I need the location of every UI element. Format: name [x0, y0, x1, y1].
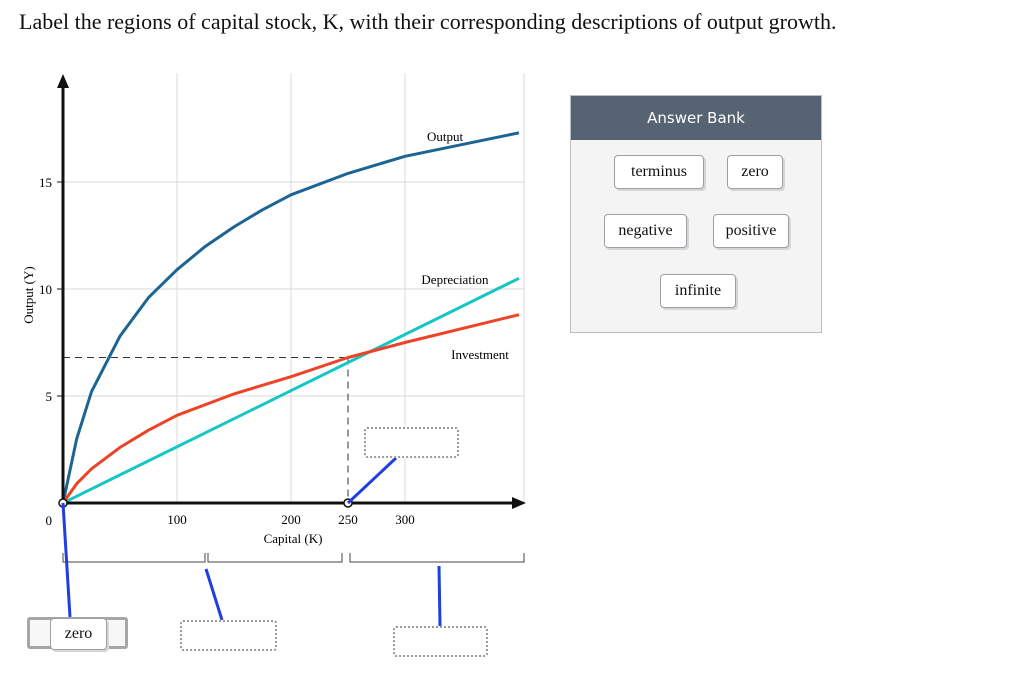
investment-curve: [63, 313, 520, 504]
curves: [63, 131, 520, 504]
steady-state-guides: [63, 356, 349, 503]
x-tick-label: 200: [281, 512, 301, 527]
investment-label: Investment: [451, 347, 509, 362]
depreciation-curve: [63, 276, 520, 504]
answer-chip-positive[interactable]: positive: [713, 214, 789, 248]
region-slot-2[interactable]: [180, 620, 277, 651]
connector-steady-state: [346, 456, 398, 505]
answer-chip-infinite[interactable]: infinite: [660, 274, 736, 308]
output-label: Output: [427, 129, 464, 144]
steady-state-slot[interactable]: [364, 427, 459, 458]
answer-bank: Answer Bank terminus zero negative posit…: [570, 95, 822, 333]
y-axis-label: Output (Y): [21, 266, 36, 323]
y-axis-arrowhead: [57, 74, 69, 88]
y-tick-label: 10: [39, 282, 52, 297]
answer-chip-negative[interactable]: negative: [604, 214, 687, 248]
slot-connectors: [61, 456, 442, 627]
placed-answer-chip[interactable]: zero: [50, 618, 107, 650]
curve-labels: Output Depreciation Investment: [421, 129, 509, 362]
question-text: Label the regions of capital stock, K, w…: [19, 9, 837, 34]
answer-bank-title: Answer Bank: [571, 96, 821, 140]
axes: [57, 74, 526, 509]
connector-origin: [61, 502, 72, 618]
depreciation-label: Depreciation: [421, 272, 489, 287]
bracket-mid-capital: [207, 553, 343, 563]
bracket-high-capital: [349, 553, 525, 563]
y-tick-label: 5: [46, 389, 53, 404]
region-brackets: [62, 553, 525, 563]
x-axis-arrowhead: [512, 497, 526, 509]
bracket-low-capital: [62, 553, 206, 563]
connector-mid-region: [204, 568, 224, 621]
answer-chip-zero[interactable]: zero: [727, 155, 783, 189]
x-axis-label: Capital (K): [264, 531, 323, 546]
tick-labels: 100 200 250 300 0 5 10 15 Capital (K) Output (Y): [21, 175, 415, 546]
region-slot-3[interactable]: [393, 626, 488, 657]
y-tick-label: 15: [39, 175, 52, 190]
output-curve: [63, 131, 520, 504]
x-tick-label: 300: [395, 512, 415, 527]
grid-lines: [63, 73, 525, 503]
answer-chip-terminus[interactable]: terminus: [614, 155, 704, 189]
region-slot-1[interactable]: zero: [27, 617, 128, 650]
x-tick-label: 100: [167, 512, 187, 527]
x-tick-label: 250: [338, 512, 358, 527]
connector-high-region: [437, 565, 442, 627]
y-tick-label: 0: [46, 513, 53, 528]
